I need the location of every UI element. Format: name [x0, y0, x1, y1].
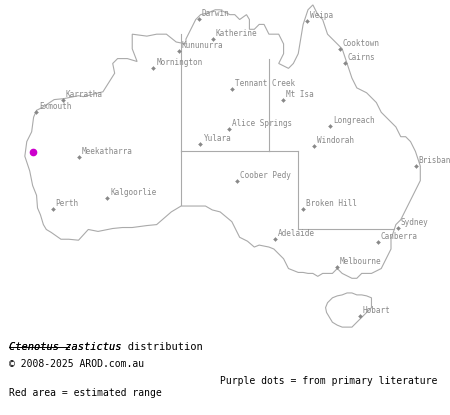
Text: Brisbane: Brisbane: [418, 156, 450, 165]
Text: Windorah: Windorah: [317, 136, 354, 145]
Text: © 2008-2025 AROD.com.au: © 2008-2025 AROD.com.au: [9, 359, 144, 369]
Text: Mornington: Mornington: [156, 59, 202, 68]
Text: Sydney: Sydney: [401, 218, 428, 227]
Text: Cairns: Cairns: [348, 53, 376, 62]
Text: Yulara: Yulara: [203, 134, 231, 143]
Text: Purple dots = from primary literature: Purple dots = from primary literature: [220, 376, 438, 386]
Text: Canberra: Canberra: [381, 232, 418, 241]
Polygon shape: [326, 293, 371, 327]
Text: Kalgoorlie: Kalgoorlie: [110, 188, 157, 197]
Text: Weipa: Weipa: [310, 11, 333, 20]
Text: Meekatharra: Meekatharra: [81, 147, 132, 156]
Text: distribution: distribution: [9, 342, 203, 352]
Text: Cooktown: Cooktown: [342, 39, 380, 48]
Text: Karratha: Karratha: [65, 90, 103, 99]
Text: Perth: Perth: [56, 200, 79, 208]
Text: Adelaide: Adelaide: [278, 229, 315, 237]
Text: Katherine: Katherine: [216, 29, 257, 38]
Polygon shape: [25, 5, 420, 278]
Text: Alice Springs: Alice Springs: [232, 119, 292, 128]
Text: Coober Pedy: Coober Pedy: [240, 171, 291, 180]
Text: Ctenotus zastictus: Ctenotus zastictus: [9, 342, 122, 352]
Text: Broken Hill: Broken Hill: [306, 200, 357, 208]
Text: Tennant Creek: Tennant Creek: [234, 79, 295, 88]
Text: Exmouth: Exmouth: [39, 102, 71, 111]
Text: Red area = estimated range: Red area = estimated range: [9, 388, 162, 398]
Text: Mt Isa: Mt Isa: [286, 90, 314, 99]
Text: Darwin: Darwin: [202, 9, 230, 18]
Text: Hobart: Hobart: [363, 306, 391, 315]
Text: Longreach: Longreach: [333, 116, 374, 125]
Text: Melbourne: Melbourne: [340, 257, 382, 266]
Text: Kununurra: Kununurra: [181, 42, 223, 51]
Text: Ctenotus zastictus: Ctenotus zastictus: [9, 342, 122, 352]
